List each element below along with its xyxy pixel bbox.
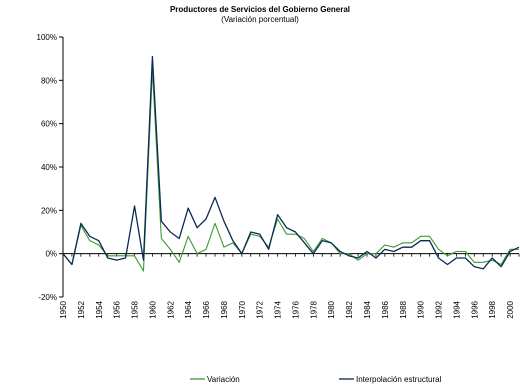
x-tick-label: 1974 xyxy=(274,300,283,318)
x-tick-label: 1968 xyxy=(220,300,229,318)
x-tick-label: 1998 xyxy=(488,300,497,318)
series-line-variacion xyxy=(62,68,519,272)
x-tick-label: 1984 xyxy=(363,300,372,318)
x-tick-label: 1980 xyxy=(327,300,336,318)
x-tick-label: 1976 xyxy=(291,300,300,318)
x-tick-label: 2000 xyxy=(506,300,515,318)
legend-label: Variación xyxy=(207,375,240,384)
x-tick-label: 1972 xyxy=(256,300,265,318)
x-tick-label: 1954 xyxy=(95,300,104,318)
y-tick-label: 0% xyxy=(45,250,57,259)
x-tick-label: 1952 xyxy=(77,300,86,318)
series-line-interpolacion xyxy=(62,55,520,270)
x-tick-label: 1966 xyxy=(202,300,211,318)
x-tick-label: 1956 xyxy=(113,300,122,318)
x-tick-label: 1962 xyxy=(166,300,175,318)
y-tick-label: 60% xyxy=(41,120,57,129)
x-tick-label: 1970 xyxy=(238,300,247,318)
x-tick-label: 1988 xyxy=(399,300,408,318)
x-tick-label: 1964 xyxy=(184,300,193,318)
legend-label: Interpolación estructural xyxy=(356,375,442,384)
x-tick-label: 1992 xyxy=(435,300,444,318)
x-tick-label: 1986 xyxy=(381,300,390,318)
y-tick-label: 40% xyxy=(41,163,57,172)
x-tick-label: 1996 xyxy=(470,300,479,318)
x-tick-label: 1960 xyxy=(148,300,157,318)
y-tick-label: 20% xyxy=(41,206,57,215)
y-tick-label: 100% xyxy=(37,33,57,42)
x-tick-label: 1990 xyxy=(417,300,426,318)
x-tick-label: 1958 xyxy=(131,300,140,318)
x-tick-label: 1994 xyxy=(452,300,461,318)
y-tick-label: -20% xyxy=(38,293,57,302)
chart-title: Productores de Servicios del Gobierno Ge… xyxy=(169,5,351,14)
x-tick-label: 1950 xyxy=(59,300,68,318)
y-tick-label: 80% xyxy=(41,76,57,85)
chart-subtitle: (Variación porcentual) xyxy=(221,15,299,24)
x-tick-label: 1978 xyxy=(309,300,318,318)
x-tick-label: 1982 xyxy=(345,300,354,318)
